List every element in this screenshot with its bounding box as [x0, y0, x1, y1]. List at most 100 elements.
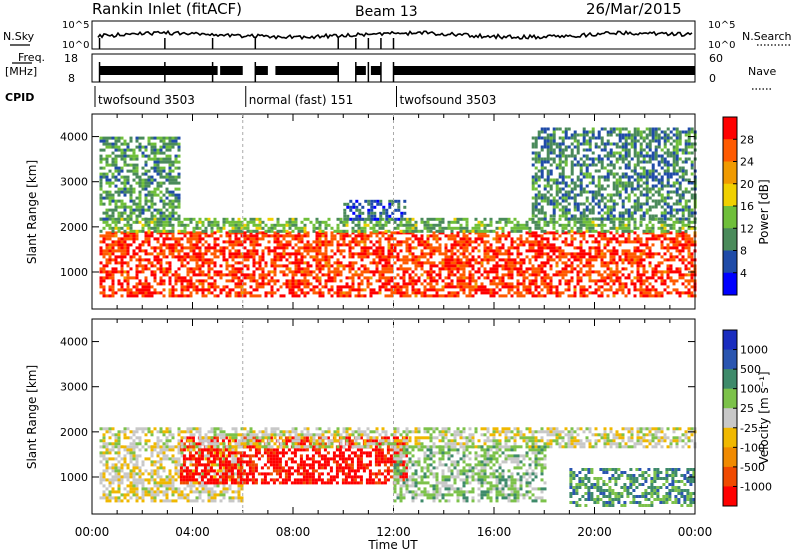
power-cell: [591, 217, 595, 221]
power-cell: [261, 237, 265, 241]
power-cell: [159, 291, 163, 295]
power-cell: [684, 291, 688, 295]
power-cell: [585, 169, 589, 173]
power-cell: [612, 252, 616, 256]
power-cell: [477, 261, 481, 265]
power-cell: [681, 190, 685, 194]
power-cell: [579, 202, 583, 206]
power-cell: [585, 220, 589, 224]
power-cell: [111, 294, 115, 298]
power-cell: [585, 264, 589, 268]
power-cell: [243, 276, 247, 280]
power-cell: [120, 211, 124, 215]
power-cell: [657, 154, 661, 158]
power-cell: [393, 226, 397, 230]
power-cell: [435, 264, 439, 268]
power-cell: [150, 261, 154, 265]
power-cell: [231, 267, 235, 271]
power-cell: [351, 229, 355, 233]
power-cell: [561, 148, 565, 152]
power-cell: [615, 288, 619, 292]
power-cell: [141, 291, 145, 295]
power-cell: [549, 267, 553, 271]
power-cell: [576, 270, 580, 274]
power-cell: [303, 255, 307, 259]
power-cell: [660, 157, 664, 161]
power-cell: [525, 249, 529, 253]
power-cell: [582, 130, 586, 134]
power-cell: [555, 261, 559, 265]
power-cell: [420, 264, 424, 268]
power-cell: [171, 214, 175, 218]
power-cell: [576, 205, 580, 209]
power-cell: [570, 169, 574, 173]
power-cell: [612, 187, 616, 191]
power-cell: [681, 214, 685, 218]
power-cell: [243, 226, 247, 230]
power-cell: [660, 270, 664, 274]
power-cell: [282, 255, 286, 259]
power-cell: [361, 217, 365, 221]
power-cell: [597, 270, 601, 274]
power-cell: [264, 229, 268, 233]
power-cell: [330, 285, 334, 289]
power-cell: [120, 243, 124, 247]
power-cell: [681, 249, 685, 253]
power-cell: [150, 273, 154, 277]
power-cell: [561, 205, 565, 209]
power-cell: [570, 148, 574, 152]
power-cell: [376, 199, 380, 203]
power-cell: [435, 223, 439, 227]
power-cell: [450, 282, 454, 286]
power-cell: [114, 208, 118, 212]
power-cell: [375, 291, 379, 295]
power-cell: [342, 285, 346, 289]
power-cell: [645, 193, 649, 197]
power-cell: [501, 273, 505, 277]
power-cell: [201, 243, 205, 247]
power-cell: [183, 285, 187, 289]
power-cell: [210, 276, 214, 280]
power-cell: [126, 181, 130, 185]
power-cell: [411, 276, 415, 280]
power-cell: [555, 246, 559, 250]
power-cell: [606, 288, 610, 292]
power-cell: [360, 252, 364, 256]
power-cell: [399, 285, 403, 289]
nave-tick-low: 0: [709, 72, 716, 85]
power-cell: [591, 133, 595, 137]
power-cell: [102, 285, 106, 289]
power-cell: [411, 282, 415, 286]
power-cell: [546, 178, 550, 182]
power-cell: [198, 252, 202, 256]
power-cell: [255, 279, 259, 283]
power-cell: [345, 276, 349, 280]
power-cell: [645, 136, 649, 140]
power-cell: [282, 282, 286, 286]
power-cell: [531, 151, 535, 155]
power-cell: [102, 279, 106, 283]
power-cell: [681, 237, 685, 241]
power-cell: [339, 217, 343, 221]
power-cell: [597, 187, 601, 191]
power-cell: [168, 172, 172, 176]
power-cell: [612, 142, 616, 146]
power-cell: [549, 151, 553, 155]
power-cell: [654, 291, 658, 295]
power-cell: [132, 148, 136, 152]
power-cell: [156, 237, 160, 241]
power-cell: [228, 255, 232, 259]
power-cell: [117, 178, 121, 182]
power-cell: [678, 267, 682, 271]
power-cell: [564, 157, 568, 161]
power-cell: [675, 160, 679, 164]
power-cell: [540, 255, 544, 259]
power-cell: [507, 273, 511, 277]
power-cell: [147, 226, 151, 230]
power-cell: [474, 279, 478, 283]
power-cell: [390, 291, 394, 295]
power-cell: [501, 231, 505, 235]
power-cell: [648, 139, 652, 143]
power-cell: [174, 243, 178, 247]
power-cell: [255, 234, 259, 238]
